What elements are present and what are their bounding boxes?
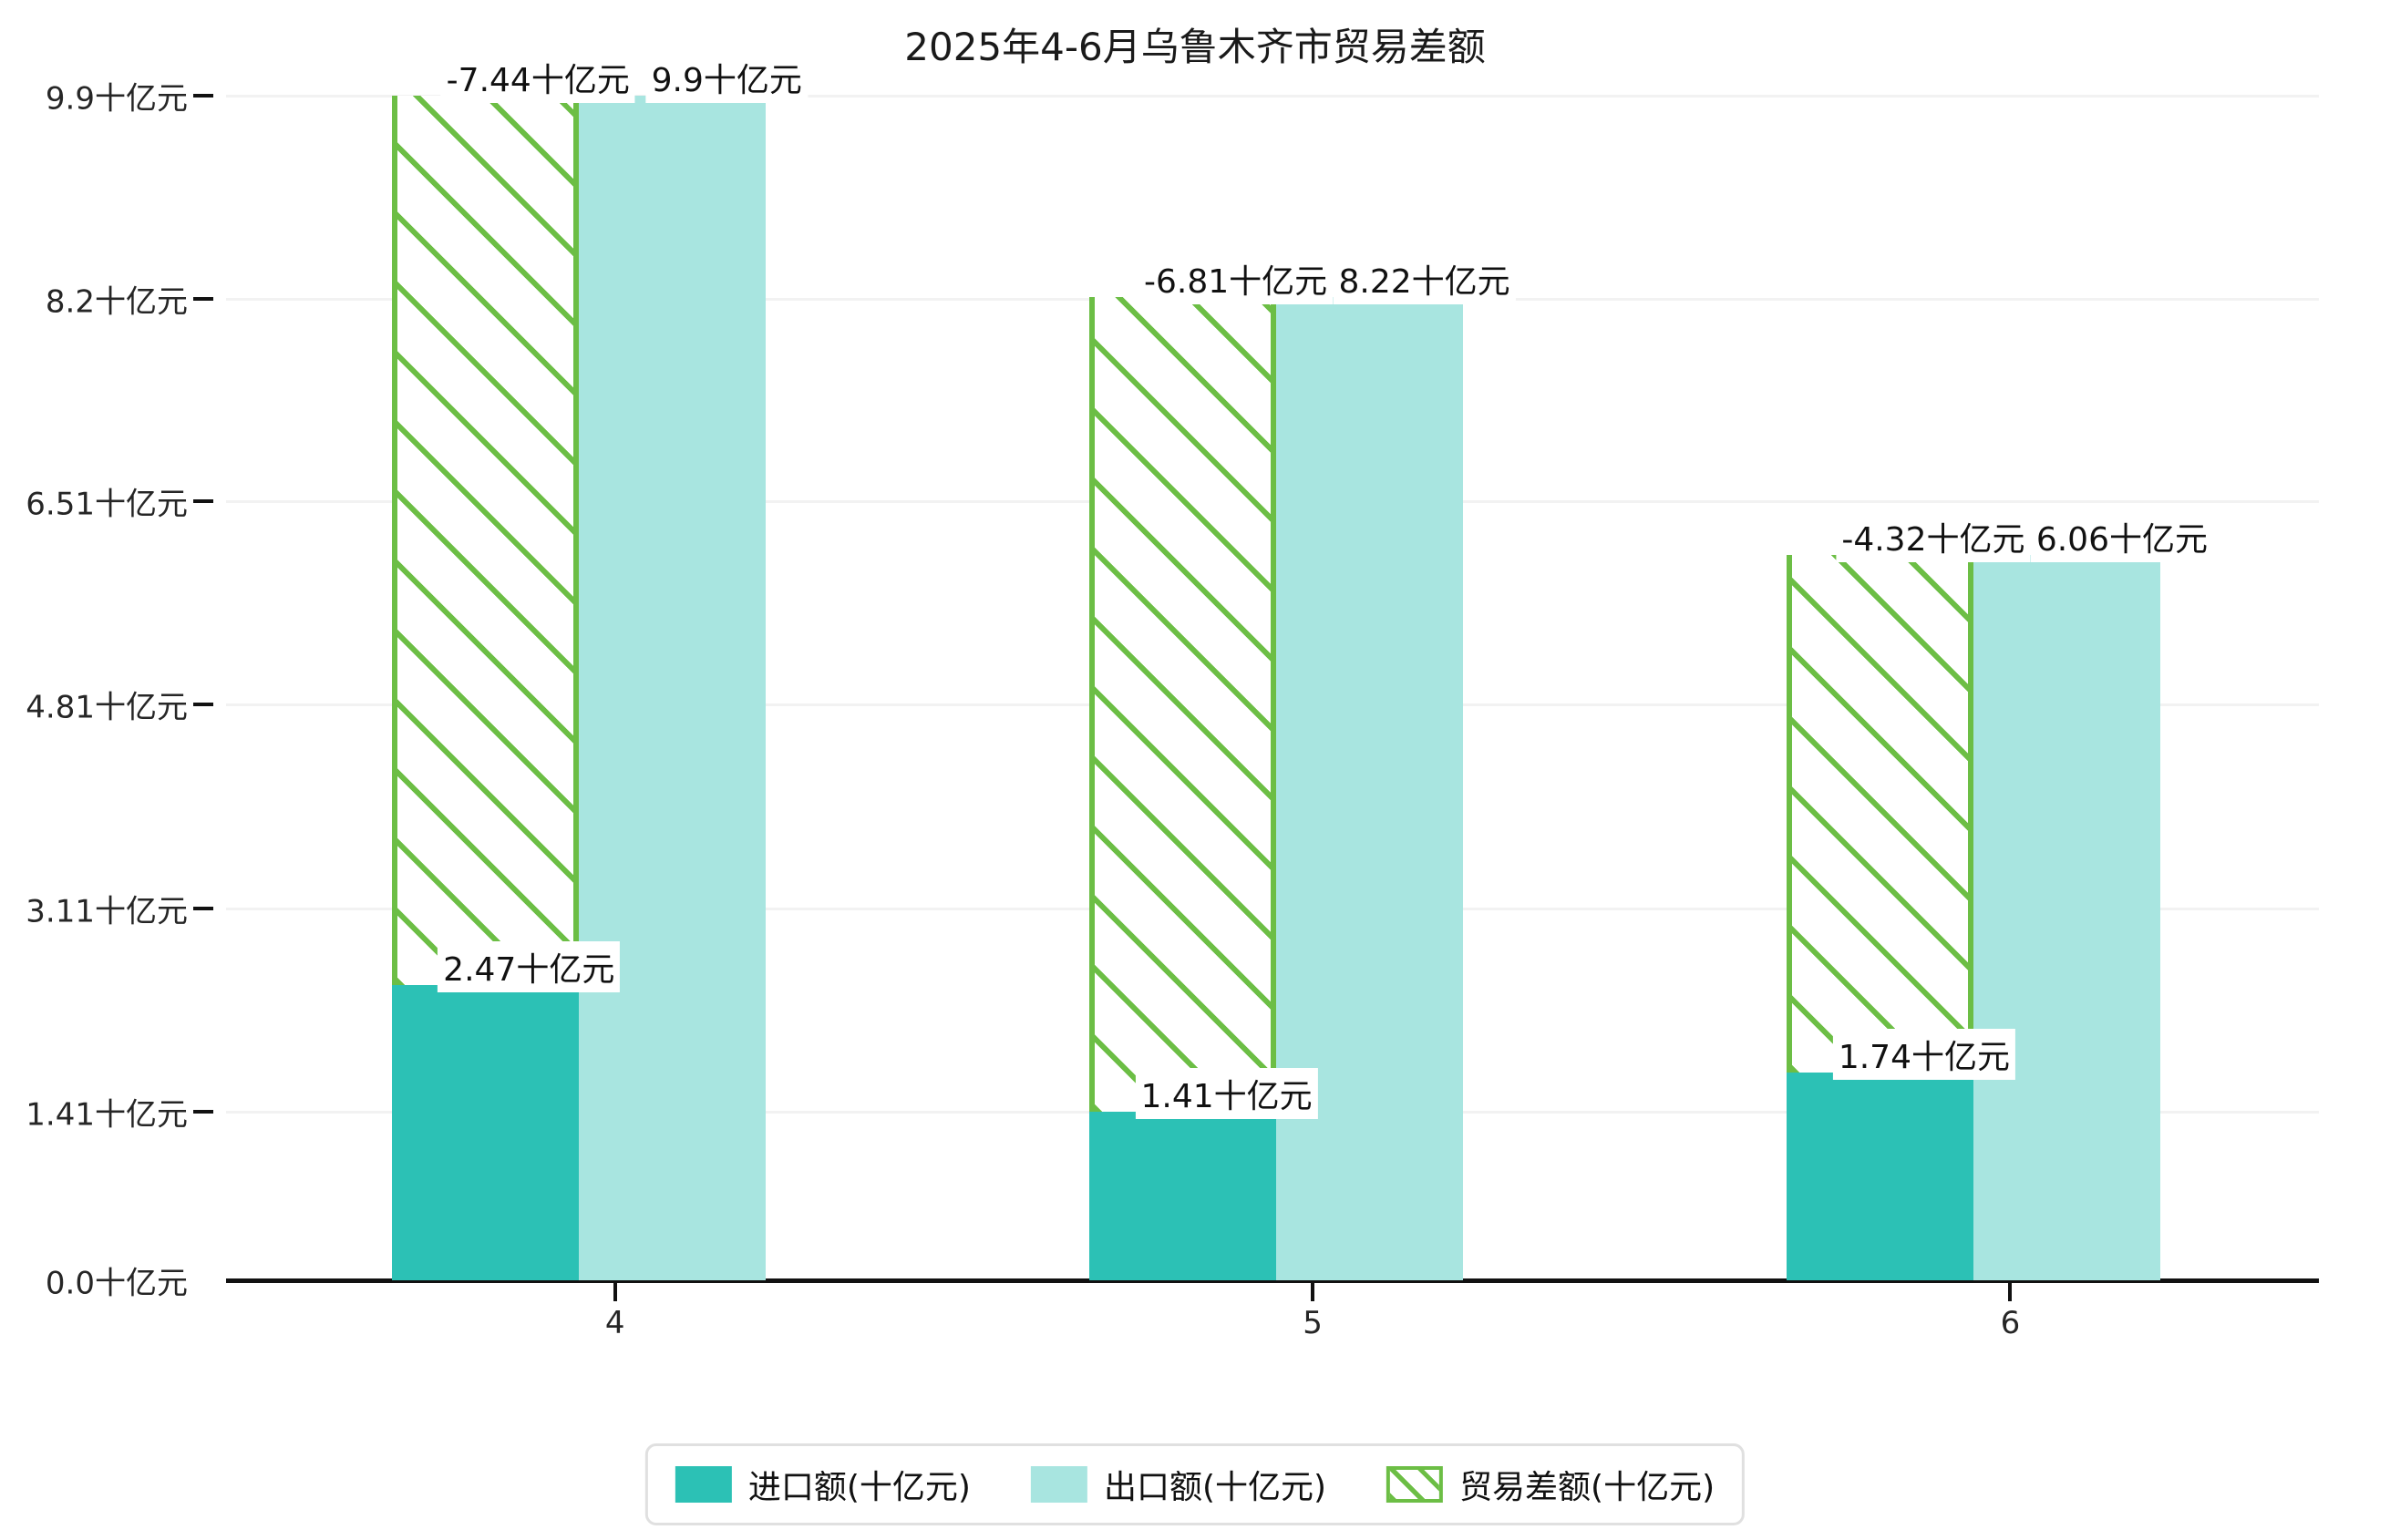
x-tick-label: 5	[1303, 1305, 1323, 1341]
legend-swatch-import-icon	[675, 1466, 732, 1503]
bar-trade-balance[interactable]	[1787, 555, 1974, 1073]
value-label-import: 1.74十亿元	[1832, 1028, 2016, 1080]
x-tick-mark	[1311, 1281, 1315, 1301]
value-label-trade-balance: -7.44十亿元	[440, 52, 635, 103]
y-tick-mark	[193, 499, 213, 504]
y-tick-mark	[193, 1109, 213, 1114]
y-tick-mark	[193, 94, 213, 98]
value-label-export: 6.06十亿元	[2030, 511, 2214, 563]
x-axis-line	[226, 1278, 2319, 1283]
bar-import[interactable]	[391, 984, 579, 1280]
bar-export[interactable]	[1973, 555, 2161, 1280]
value-label-import: 2.47十亿元	[438, 940, 621, 992]
y-tick-label: 3.11十亿元	[26, 893, 188, 930]
bar-export[interactable]	[1276, 296, 1464, 1280]
y-tick-mark	[193, 906, 213, 910]
value-label-import: 1.41十亿元	[1135, 1067, 1318, 1119]
y-tick-mark	[193, 297, 213, 302]
y-tick-mark	[193, 703, 213, 707]
x-tick-label: 6	[2000, 1305, 2021, 1341]
gridline	[226, 95, 2319, 98]
x-tick-mark	[613, 1281, 617, 1301]
bar-export[interactable]	[578, 96, 766, 1280]
chart-title: 2025年4-6月乌鲁木齐市贸易差额	[904, 25, 1486, 69]
bar-import[interactable]	[1787, 1072, 1974, 1280]
value-label-export: 9.9十亿元	[645, 52, 808, 103]
value-label-export: 8.22十亿元	[1333, 252, 1516, 304]
bar-trade-balance[interactable]	[1089, 296, 1277, 1112]
y-tick-label: 6.51十亿元	[26, 486, 188, 523]
legend-label-import: 进口额(十亿元)	[747, 1469, 971, 1506]
y-tick-label: 1.41十亿元	[26, 1096, 188, 1134]
y-tick-label: 8.2十亿元	[45, 283, 188, 321]
x-tick-mark	[2008, 1281, 2013, 1301]
bar-import[interactable]	[1089, 1111, 1277, 1280]
legend-swatch-export-icon	[1030, 1466, 1087, 1503]
y-tick-label: 4.81十亿元	[26, 689, 188, 726]
value-label-trade-balance: -6.81十亿元	[1138, 252, 1334, 304]
legend-label-balance: 贸易差额(十亿元)	[1459, 1469, 1715, 1506]
chart-legend: 进口额(十亿元) 出口额(十亿元) 贸易差额(十亿元)	[644, 1443, 1746, 1525]
y-tick-label: 9.9十亿元	[45, 80, 188, 118]
value-label-trade-balance: -4.32十亿元	[1836, 511, 2031, 563]
y-tick-label: 0.0十亿元	[45, 1265, 188, 1302]
legend-item-export[interactable]: 出口额(十亿元)	[1030, 1461, 1327, 1508]
x-tick-label: 4	[604, 1305, 625, 1341]
legend-item-import[interactable]: 进口额(十亿元)	[675, 1461, 971, 1508]
legend-swatch-balance-icon	[1386, 1466, 1444, 1503]
bar-trade-balance[interactable]	[391, 96, 579, 985]
legend-item-balance[interactable]: 贸易差额(十亿元)	[1386, 1461, 1715, 1508]
legend-label-export: 出口额(十亿元)	[1103, 1469, 1327, 1506]
